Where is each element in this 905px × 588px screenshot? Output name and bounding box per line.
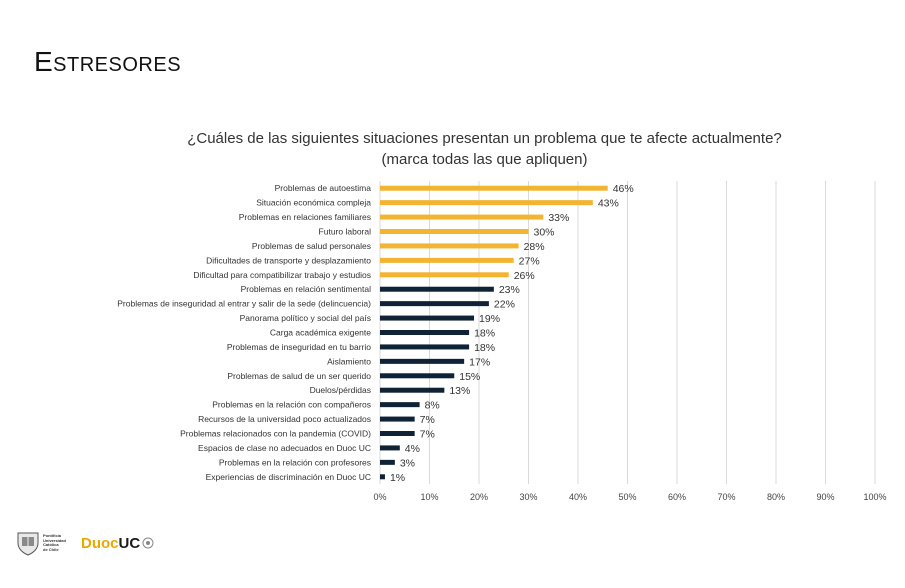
category-label: Problemas en la relación con compañeros: [212, 400, 371, 410]
value-label: 28%: [524, 241, 545, 253]
value-label: 4%: [405, 443, 420, 455]
category-label: Carga académica exigente: [270, 328, 371, 338]
bar: [380, 185, 608, 191]
bar: [380, 344, 470, 350]
x-tick-label: 0%: [373, 492, 386, 502]
category-label: Situación económica compleja: [256, 198, 371, 208]
category-label: Problemas relacionados con la pandemia (…: [180, 429, 371, 439]
category-label: Experiencias de discriminación en Duoc U…: [206, 472, 371, 482]
value-label: 46%: [613, 183, 634, 195]
bar: [380, 257, 514, 263]
bar: [380, 243, 519, 249]
uc-shield-icon: [17, 532, 39, 556]
value-label: 7%: [420, 414, 435, 426]
value-label: 18%: [474, 342, 495, 354]
x-tick-label: 70%: [717, 492, 735, 502]
value-label: 13%: [449, 385, 470, 397]
bar: [380, 445, 400, 451]
bars: [380, 185, 608, 480]
bar: [380, 330, 470, 335]
value-label: 19%: [479, 313, 500, 325]
bar: [380, 387, 445, 393]
value-label: 8%: [425, 400, 440, 412]
category-label: Problemas de autoestima: [275, 183, 372, 193]
bar: [380, 459, 395, 465]
category-label: Problemas de salud personales: [252, 241, 371, 251]
value-labels: 46% 43% 33% 30% 28% 27% 26% 23% 22% 19% 18% 18% 17% 1…: [390, 183, 634, 484]
x-tick-label: 10%: [420, 492, 438, 502]
value-label: 27%: [519, 255, 540, 267]
footer-logos: Pontificia Universidad Católica de Chile…: [16, 530, 154, 556]
x-tick-label: 40%: [569, 492, 587, 502]
bar: [380, 301, 489, 307]
value-label: 23%: [499, 284, 520, 296]
duoc-uc-logo: Duoc UC: [81, 535, 154, 552]
question-line-2: (marca todas las que apliquen): [381, 151, 588, 168]
value-label: 22%: [494, 299, 515, 311]
duoc-logo-uc-text: UC: [118, 534, 141, 552]
category-label: Problemas de inseguridad en tu barrio: [227, 342, 371, 352]
category-label: Duelos/pérdidas: [310, 385, 371, 395]
bar: [380, 474, 385, 480]
grid-lines: [379, 181, 876, 484]
category-label: Problemas en la relación con profesores: [219, 457, 371, 467]
x-tick-label: 30%: [519, 492, 537, 502]
value-label: 26%: [514, 270, 535, 282]
category-label: Problemas en relación sentimental: [241, 284, 372, 294]
x-tick-label: 50%: [618, 492, 636, 502]
bar: [380, 416, 415, 422]
category-label: Problemas en relaciones familiares: [239, 212, 371, 222]
value-label: 18%: [474, 328, 495, 340]
value-label: 7%: [420, 429, 435, 441]
bar: [380, 358, 465, 364]
value-label: 33%: [548, 212, 569, 224]
category-label: Recursos de la universidad poco actualiz…: [198, 414, 371, 424]
category-label: Espacios de clase no adecuados en Duoc U…: [198, 443, 371, 453]
page-title: Estresores: [34, 46, 182, 77]
chart-question: ¿Cuáles de las siguientes situaciones pr…: [0, 128, 905, 170]
uc-logo: Pontificia Universidad Católica de Chile: [16, 530, 73, 556]
question-line-1: ¿Cuáles de las siguientes situaciones pr…: [187, 130, 782, 147]
value-label: 17%: [469, 356, 490, 368]
x-tick-label: 80%: [767, 492, 785, 502]
value-label: 1%: [390, 472, 405, 484]
category-label: Aislamiento: [327, 356, 371, 366]
value-label: 3%: [400, 457, 415, 469]
uc-logo-text: Pontificia Universidad Católica de Chile: [43, 533, 66, 552]
bar: [380, 315, 475, 321]
value-label: 30%: [534, 227, 555, 239]
value-label: 15%: [459, 371, 480, 383]
category-label: Panorama político y social del país: [240, 313, 371, 323]
value-label: 43%: [598, 198, 619, 210]
category-label: Futuro laboral: [319, 227, 372, 237]
bar: [380, 402, 420, 408]
duoc-emblem-icon: [142, 537, 154, 549]
category-label: Problemas de salud de un ser querido: [227, 371, 371, 381]
category-label: Dificultad para compatibilizar trabajo y…: [193, 270, 371, 280]
x-tick-label: 60%: [668, 492, 686, 502]
bar: [380, 286, 494, 292]
bar: [380, 229, 529, 234]
bar: [380, 373, 455, 379]
bar: [380, 431, 415, 436]
x-axis-ticks: 0% 10% 20% 30% 40% 50% 60% 70% 80% 90% 100%: [373, 492, 886, 502]
category-labels: Problemas de autoestima Situación económi…: [117, 183, 371, 482]
category-label: Dificultades de transporte y desplazamie…: [206, 255, 371, 265]
x-tick-label: 100%: [863, 492, 886, 502]
duoc-logo-text: Duoc: [81, 534, 119, 552]
bar: [380, 200, 593, 206]
bar: [380, 272, 509, 278]
bar: [380, 214, 544, 220]
x-tick-label: 90%: [816, 492, 834, 502]
category-label: Problemas de inseguridad al entrar y sal…: [117, 299, 371, 309]
x-tick-label: 20%: [470, 492, 488, 502]
